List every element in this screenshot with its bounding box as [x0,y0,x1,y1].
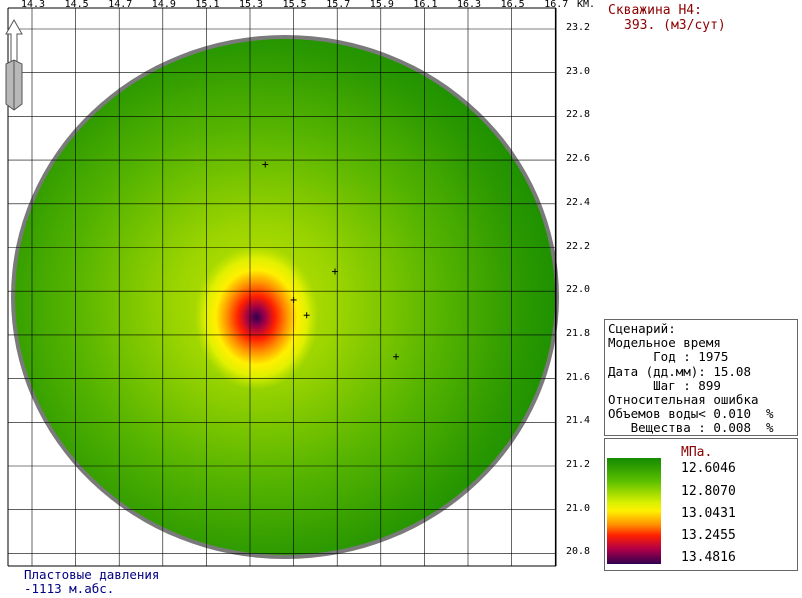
y-tick-label: 21.2 [566,459,591,470]
well-marker [332,268,339,275]
pressure-field [11,35,559,559]
scenario-row: Объемов воды< 0.010 % [608,406,774,422]
north-arrow-icon [5,18,23,111]
scenario-row: Модельное время [608,335,721,351]
y-tick-label: 22.4 [566,196,591,208]
y-tick-label: 21.6 [566,371,591,383]
x-tick-label: 14.7 [108,0,133,10]
well-marker [393,353,400,360]
y-tick-label: 23.0 [566,65,591,77]
x-tick-label: 15.9 [369,0,394,10]
well-marker [290,296,297,303]
y-tick-label: 22.8 [566,109,591,121]
x-tick-label: 15.1 [195,0,220,10]
well-markers [262,161,400,360]
x-tick-label: 14.5 [64,0,89,10]
map-depth-label: -1113 м.абс. [24,581,115,596]
well-name: Скважина Н4: [608,3,702,18]
x-tick-label: 15.3 [239,0,264,10]
x-tick-label: 16.7 [544,0,569,10]
scenario-row: Вещества : 0.008 % [608,420,774,436]
scenario-row: Сценарий: [608,321,676,336]
scenario-row: Год : 1975 [608,349,729,365]
legend-unit: МПа. [681,445,713,460]
scenario-row: Шаг : 899 [608,377,721,393]
legend-color-bar [607,458,661,564]
scenario-row: Относительная ошибка [608,391,759,407]
legend-value: 12.8070 [681,484,736,499]
y-tick-label: 22.2 [566,240,591,252]
scenario-row: Дата (дд.мм): 15.08 [608,363,751,379]
map-layer-title: Пластовые давления [24,567,160,582]
well-info: Скважина Н4: 393. (м3/сут) [608,3,726,33]
well-marker [303,312,310,319]
y-tick-label: 21.4 [566,415,591,427]
scenario-panel: Сценарий: Модельное время Год : 1975 Дат… [604,319,798,436]
x-tick-label: 15.7 [326,0,351,10]
x-tick-label: 16.5 [500,0,525,10]
legend-value: 12.6046 [681,461,736,476]
x-tick-label: 16.1 [413,0,438,10]
y-tick-label: 23.2 [566,22,591,33]
grid-lines [7,7,557,567]
y-tick-label: 21.8 [566,327,591,339]
well-marker [262,161,269,168]
x-axis-unit: KM. [577,0,596,10]
y-tick-label: 20.8 [566,546,591,558]
legend-value: 13.0431 [681,506,736,521]
well-rate: 393. (м3/сут) [624,18,726,33]
x-tick-label: 16.3 [457,0,482,10]
x-tick-label: 15.5 [282,0,307,10]
legend-panel: МПа. 12.6046 12.8070 13.0431 13.2455 13.… [604,438,798,571]
y-tick-label: 22.0 [566,284,591,296]
pressure-minimum-zone [194,245,319,390]
x-tick-label: 14.9 [151,0,176,10]
legend-value: 13.2455 [681,528,736,543]
legend-value: 13.4816 [681,550,736,565]
y-tick-label: 22.6 [566,153,591,165]
y-tick-label: 21.0 [566,502,591,514]
x-tick-label: 14.3 [21,0,46,10]
